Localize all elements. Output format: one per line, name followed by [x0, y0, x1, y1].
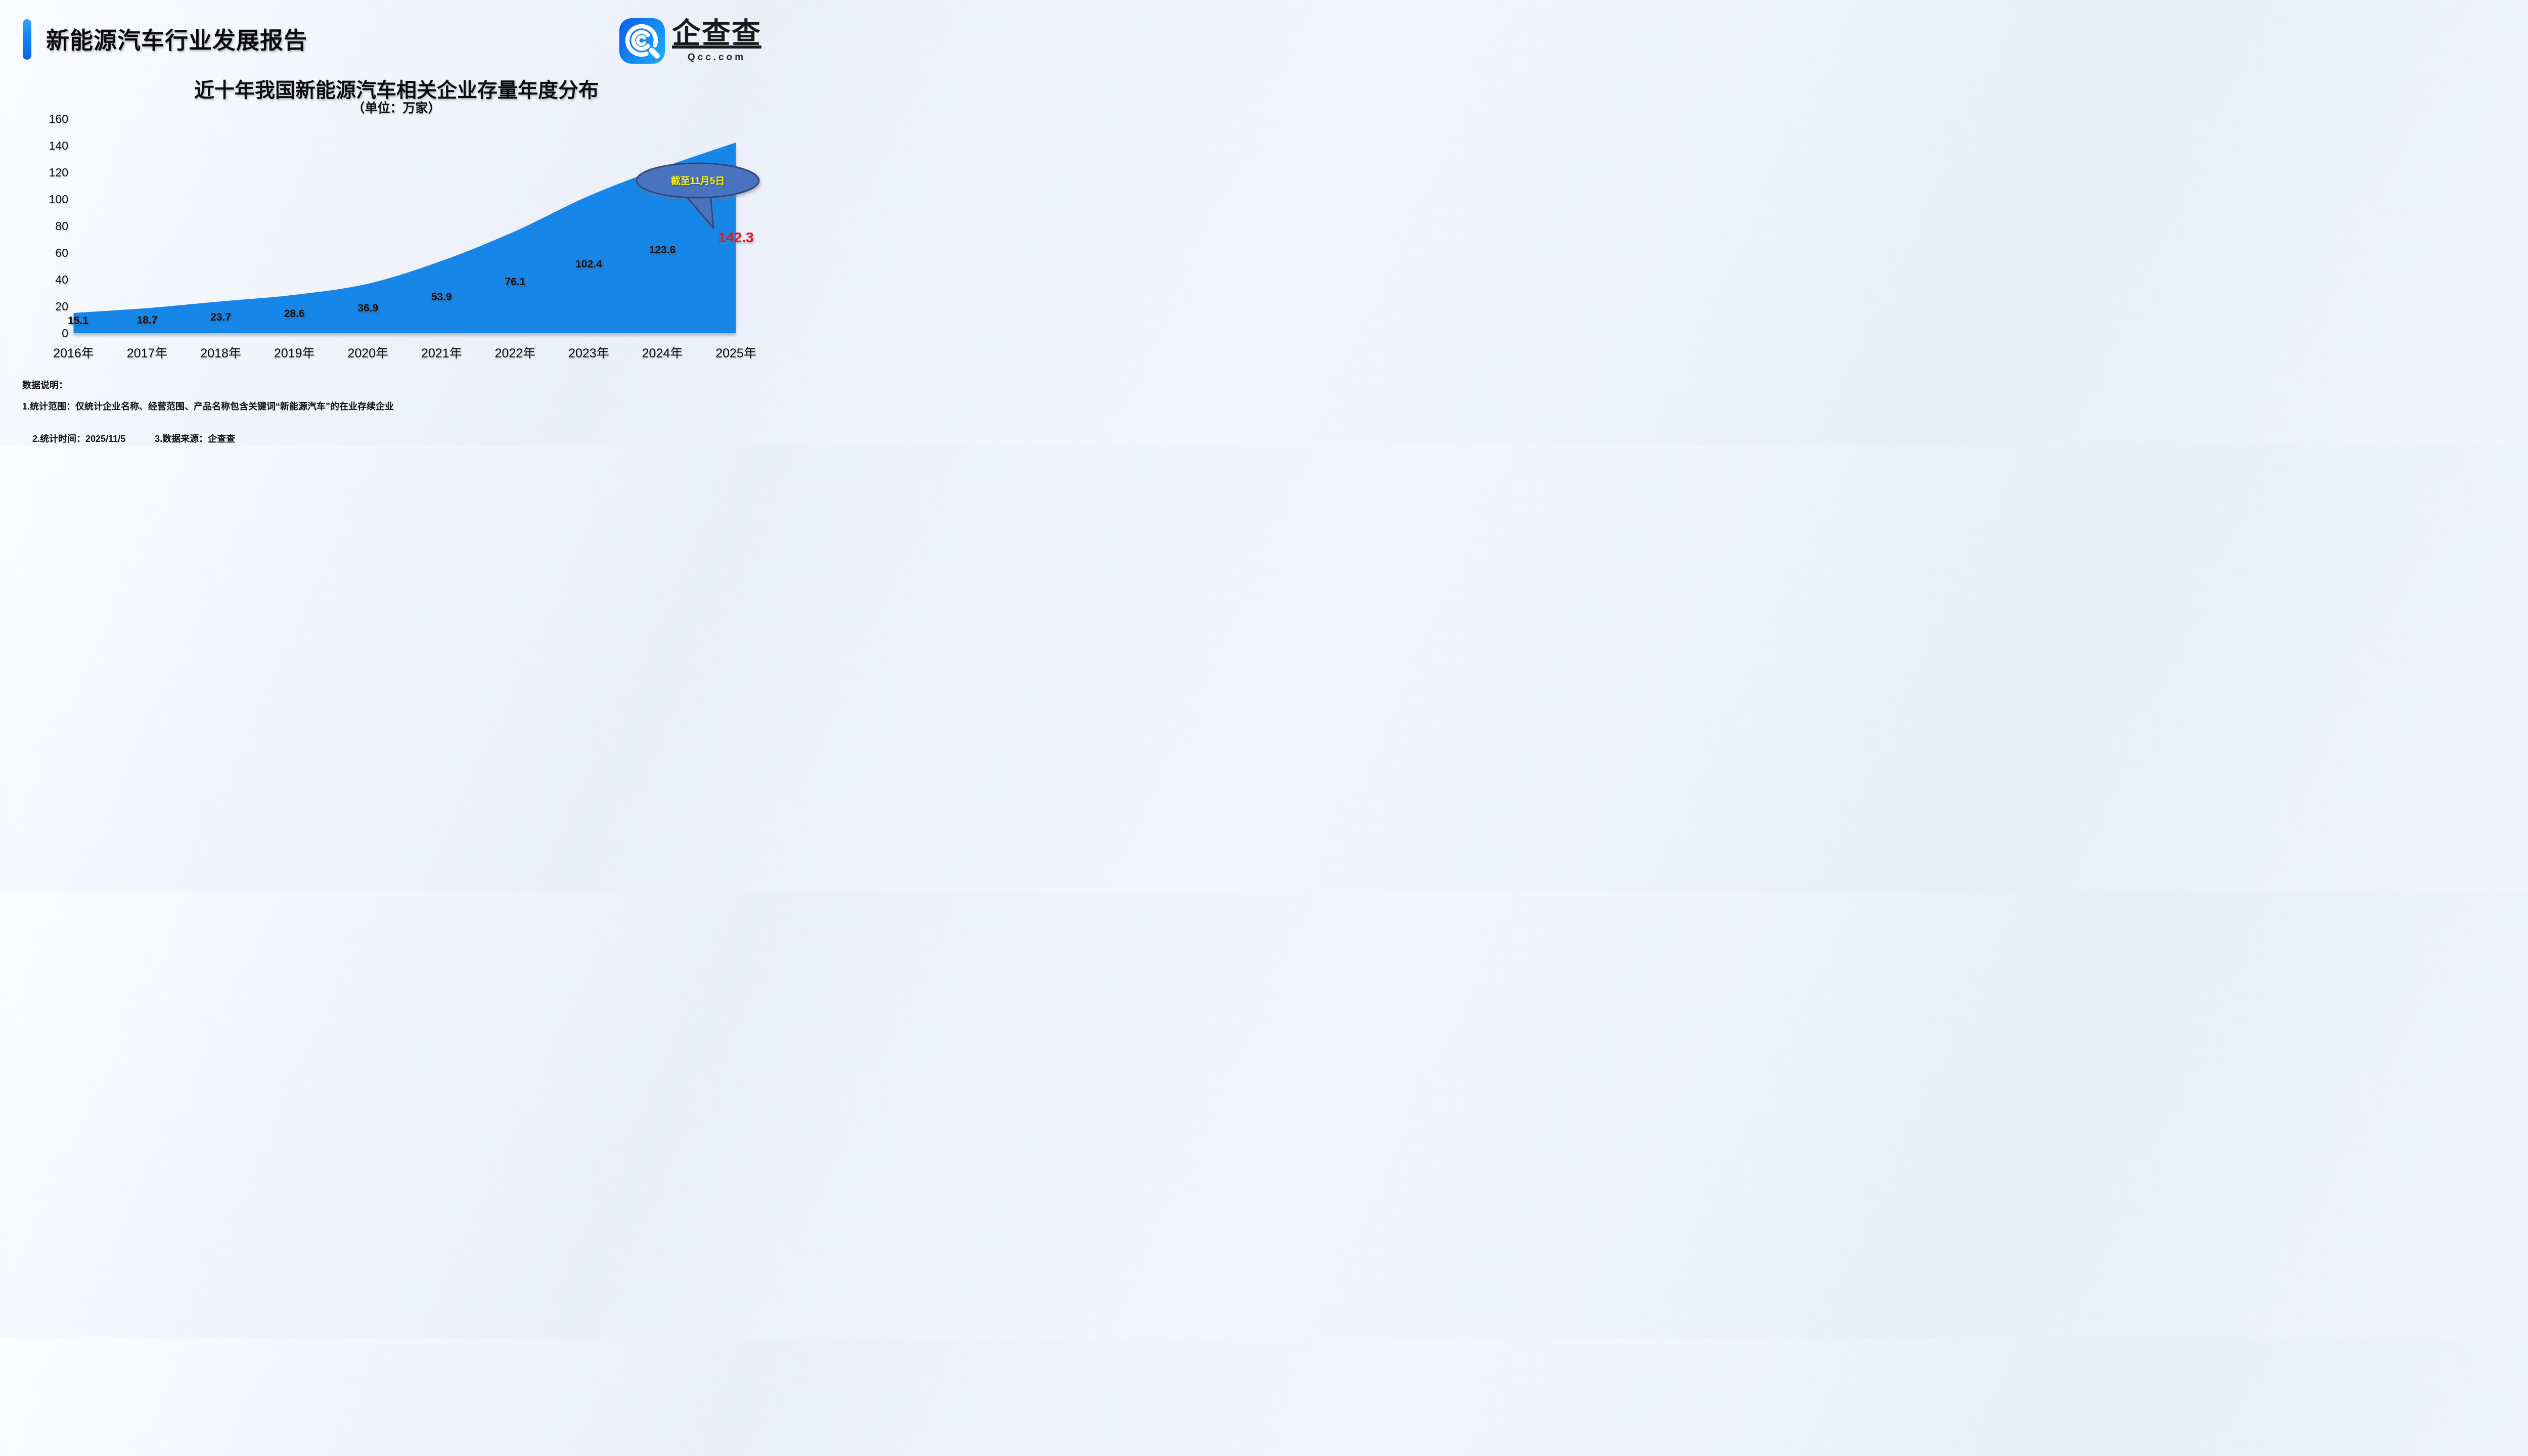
area-chart: 截至11月5日: [73, 142, 760, 333]
x-axis-label: 2020年: [347, 346, 389, 360]
data-label-highlight: 142.3: [718, 230, 754, 246]
callout-bubble: 截至11月5日: [636, 162, 760, 231]
footnote-line1: 1.统计范围：仅统计企业名称、经营范围、产品名称包含关键词“新能源汽车”的在业存…: [22, 401, 394, 412]
footnote-heading: 数据说明：: [22, 380, 68, 390]
x-axis-label: 2016年: [53, 346, 94, 360]
y-tick-label: 0: [62, 327, 68, 340]
x-axis-label: 2021年: [421, 346, 462, 360]
y-tick-label: 60: [55, 246, 68, 259]
data-label: 36.9: [357, 302, 379, 314]
title-accent-bar: [23, 19, 31, 60]
x-axis-label: 2018年: [200, 346, 241, 360]
x-axis-label: 2022年: [494, 346, 536, 360]
y-tick-label: 120: [49, 166, 68, 179]
y-tick-label: 40: [55, 273, 68, 286]
data-label: 15.1: [68, 314, 88, 327]
data-label: 102.4: [575, 258, 602, 270]
qcc-logo: 企查查 Qcc.com: [619, 18, 761, 64]
x-axis-label: 2023年: [568, 346, 609, 360]
data-label: 123.6: [649, 244, 676, 256]
chart-subtitle: （单位：万家）: [352, 101, 441, 115]
footnote-stat-time: 2.统计时间：2025/11/5: [32, 434, 126, 444]
data-label: 18.7: [137, 314, 158, 327]
infographic-root: 新能源汽车行业发展报告 企查查 Qcc.com 近十年我国新能源汽车相关企业存量…: [0, 0, 793, 446]
y-tick-label: 100: [49, 193, 68, 206]
qcc-logo-domain: Qcc.com: [687, 52, 746, 63]
x-axis-label: 2025年: [715, 346, 756, 360]
qcc-logo-text: 企查查 Qcc.com: [672, 18, 761, 63]
footnote-line2: 2.统计时间：2025/11/5 3.数据来源：企查查: [22, 422, 264, 456]
y-tick-label: 80: [55, 219, 68, 233]
callout-bubble-body: [636, 162, 760, 199]
data-label: 53.9: [431, 291, 452, 303]
area-series: [73, 142, 736, 333]
y-tick-label: 20: [55, 300, 68, 313]
callout-bubble-text: 截至11月5日: [671, 175, 725, 187]
chart-title: 近十年我国新能源汽车相关企业存量年度分布: [194, 79, 599, 102]
qcc-logo-icon: [619, 18, 665, 64]
data-label: 23.7: [210, 311, 232, 323]
page-title: 新能源汽车行业发展报告: [46, 27, 307, 54]
x-axis-label: 2019年: [274, 346, 315, 360]
x-axis-label: 2024年: [642, 346, 683, 360]
data-label: 76.1: [505, 276, 526, 288]
qcc-logo-name: 企查查: [672, 17, 761, 50]
y-tick-label: 140: [49, 139, 68, 152]
y-tick-label: 160: [49, 112, 68, 125]
x-axis-label: 2017年: [126, 346, 168, 360]
data-label: 28.6: [284, 308, 305, 320]
footnote-data-source: 3.数据来源：企查查: [155, 434, 236, 444]
